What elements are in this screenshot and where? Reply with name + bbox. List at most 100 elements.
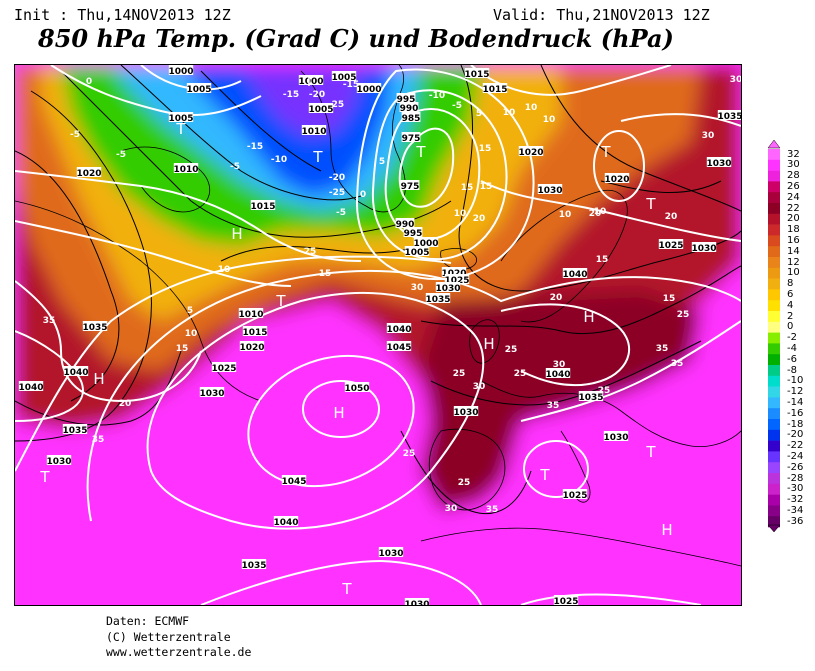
pressure-label-bg xyxy=(464,68,490,78)
pressure-label-bg xyxy=(553,595,579,605)
temperature-label: 20 xyxy=(473,214,486,224)
scale-swatch xyxy=(768,365,780,377)
isotherm xyxy=(60,70,452,238)
pressure-label: 1045 xyxy=(281,477,306,487)
temperature-label: 15 xyxy=(663,294,676,304)
coastline-hudson xyxy=(120,146,211,213)
pressure-label-bg xyxy=(356,83,382,93)
temperature-label: 15 xyxy=(461,183,474,193)
temperature-label: 10 xyxy=(543,115,556,125)
pressure-label-bg xyxy=(603,431,629,441)
scale-swatch xyxy=(768,149,780,161)
pressure-center-marker: T xyxy=(312,148,323,166)
temperature-label: -25 xyxy=(328,100,344,110)
pressure-label-bg xyxy=(238,308,264,318)
scale-label: -36 xyxy=(787,515,804,527)
temperature-label: 0 xyxy=(360,190,366,200)
temperature-label: -5 xyxy=(336,208,346,218)
temperature-label: 10 xyxy=(454,209,467,219)
pressure-label: 1010 xyxy=(173,165,198,175)
temperature-label: 30 xyxy=(473,382,486,392)
pressure-label-bg xyxy=(63,366,89,376)
isobar-1015-north xyxy=(470,65,672,96)
scale-swatch xyxy=(768,181,780,193)
pressure-label-bg xyxy=(281,475,307,485)
temperature-label: -10 xyxy=(271,155,287,165)
footer-url[interactable]: www.wetterzentrale.de xyxy=(106,645,252,659)
isobar-1035-east xyxy=(620,113,741,127)
isobar-1030 xyxy=(15,255,452,472)
pressure-label: 1035 xyxy=(425,295,450,305)
pressure-label-bg xyxy=(425,293,451,303)
pressure-label-bg xyxy=(604,173,630,183)
pressure-label: 1025 xyxy=(211,364,236,374)
scale-label: 10 xyxy=(787,267,800,279)
temperature-label: -20 xyxy=(329,173,345,183)
temperature-label: 15 xyxy=(480,182,493,192)
pressure-label-bg xyxy=(168,65,194,75)
scale-swatch xyxy=(768,300,780,312)
scale-label: -6 xyxy=(787,353,797,365)
isotherm xyxy=(430,340,702,406)
pressure-label-bg xyxy=(242,326,268,336)
pressure-label-bg xyxy=(441,267,467,277)
pressure-center-marker: T xyxy=(600,143,611,161)
temperature-label: -10 xyxy=(429,91,445,101)
pressure-label-bg xyxy=(344,382,370,392)
scale-top-arrow xyxy=(767,140,781,149)
scale-swatch xyxy=(768,278,780,290)
pressure-label: 1030 xyxy=(603,433,628,443)
temperature-label: 35 xyxy=(486,505,499,515)
pressure-label-bg xyxy=(301,125,327,135)
scale-swatch xyxy=(768,375,780,387)
scale-label: 30 xyxy=(787,159,800,171)
pressure-label-bg xyxy=(400,180,420,190)
scale-swatch xyxy=(768,311,780,323)
pressure-label-bg xyxy=(186,83,212,93)
pressure-center-marker: H xyxy=(583,308,594,326)
pressure-label: 1035 xyxy=(717,112,741,122)
pressure-label: 995 xyxy=(404,229,423,239)
isobar-lowcentre-2 xyxy=(384,107,481,241)
pressure-label-bg xyxy=(273,516,299,526)
scale-swatch xyxy=(768,235,780,247)
isobar-1010-west xyxy=(50,65,262,117)
pressure-label: 1030 xyxy=(453,408,478,418)
scale-label: 6 xyxy=(787,288,794,300)
pressure-label: 990 xyxy=(400,104,419,114)
scale-label: 18 xyxy=(787,224,800,236)
pressure-label: 1005 xyxy=(404,248,429,258)
scale-swatches xyxy=(768,149,780,528)
pressure-label-bg xyxy=(562,268,588,278)
temperature-label: 15 xyxy=(596,255,609,265)
pressure-label-bg xyxy=(403,227,423,237)
pressure-label: 1020 xyxy=(604,175,629,185)
pressure-label-bg xyxy=(82,321,108,331)
temperature-label: 25 xyxy=(505,345,518,355)
temperature-label: 25 xyxy=(304,247,317,257)
pressure-label: 1025 xyxy=(658,241,683,251)
pressure-label: 1025 xyxy=(562,491,587,501)
pressure-label: 990 xyxy=(396,220,415,230)
pressure-label-bg xyxy=(401,112,421,122)
pressure-center-marker: H xyxy=(661,521,672,539)
scale-label: -8 xyxy=(787,364,797,376)
temperature-label: 30 xyxy=(445,504,458,514)
scale-swatch xyxy=(768,408,780,420)
scale-label: -4 xyxy=(787,342,797,354)
temperature-label: 25 xyxy=(598,386,611,396)
pressure-center-marker: T xyxy=(645,443,656,461)
scale-swatch xyxy=(768,203,780,215)
isobar-1025-south xyxy=(520,593,702,605)
pressure-center-marker: T xyxy=(303,72,314,90)
pressure-center-marker: T xyxy=(275,292,286,310)
temperature-label: 35 xyxy=(92,435,105,445)
pressure-label-bg xyxy=(399,102,419,112)
isobar-1020-west xyxy=(15,170,362,262)
temperature-label: 20 xyxy=(665,212,678,222)
pressure-label-bg xyxy=(562,489,588,499)
temperature-labels: 0-5-5-5-15-10-15 -20-25-15-20-25 0-55-10-5… xyxy=(43,75,741,515)
pressure-label-bg xyxy=(18,381,44,391)
pressure-label: 1020 xyxy=(239,343,264,353)
